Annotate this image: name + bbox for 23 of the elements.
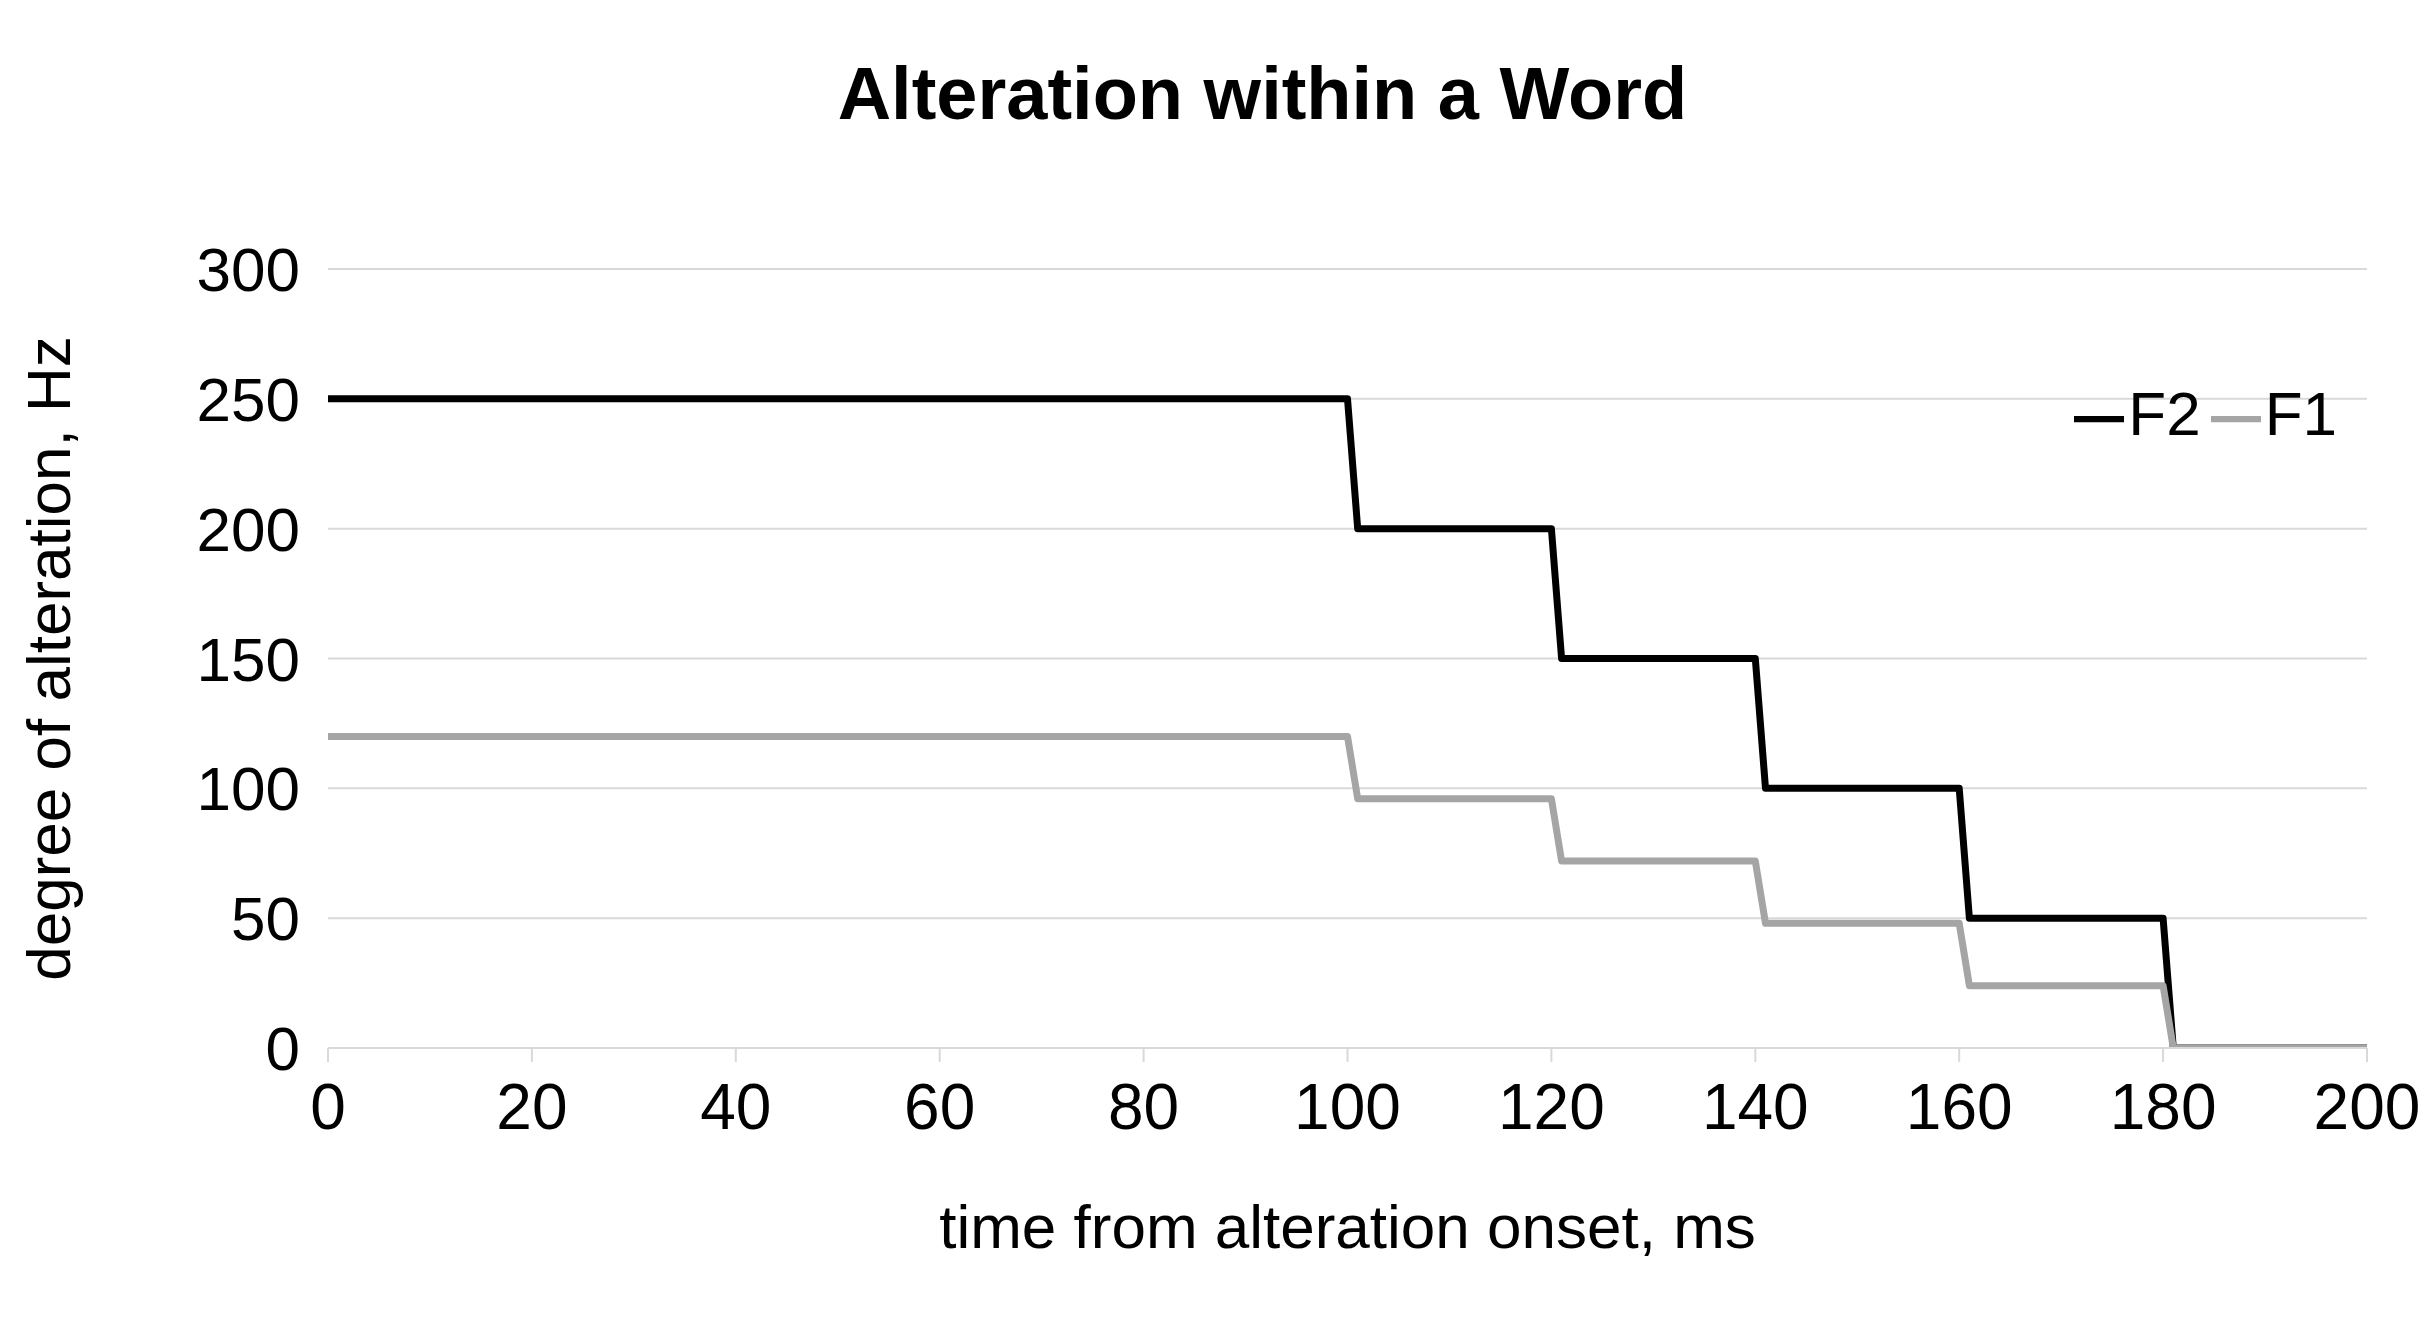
x-tick-label: 180 [2109, 1071, 2217, 1144]
x-tick-label: 60 [904, 1071, 976, 1144]
legend-label: F1 [2264, 379, 2337, 448]
y-tick-label: 150 [196, 624, 300, 694]
x-tick-label: 20 [496, 1071, 568, 1144]
y-tick-label: 0 [265, 1014, 300, 1084]
x-tick-label: 0 [310, 1071, 346, 1144]
x-tick-label: 140 [1701, 1071, 1809, 1144]
x-tick-label: 100 [1294, 1071, 1401, 1144]
y-axis-title: degree of alteration, Hz [14, 336, 84, 981]
x-tick-label: 80 [1108, 1071, 1180, 1144]
y-tick-label: 50 [231, 884, 300, 954]
y-tick-label: 250 [196, 364, 300, 434]
chart-title: Alteration within a Word [836, 50, 1689, 137]
y-tick-label: 200 [196, 494, 300, 564]
y-tick-label: 300 [196, 235, 300, 305]
x-tick-label: 120 [1498, 1071, 1605, 1144]
x-tick-label: 160 [1905, 1071, 2013, 1144]
x-tick-label: 200 [2313, 1071, 2421, 1144]
legend-label: F2 [2128, 379, 2201, 448]
y-tick-label: 100 [196, 754, 300, 824]
x-axis-title: time from alteration onset, ms [939, 1192, 1756, 1261]
x-tick-label: 40 [700, 1071, 772, 1144]
